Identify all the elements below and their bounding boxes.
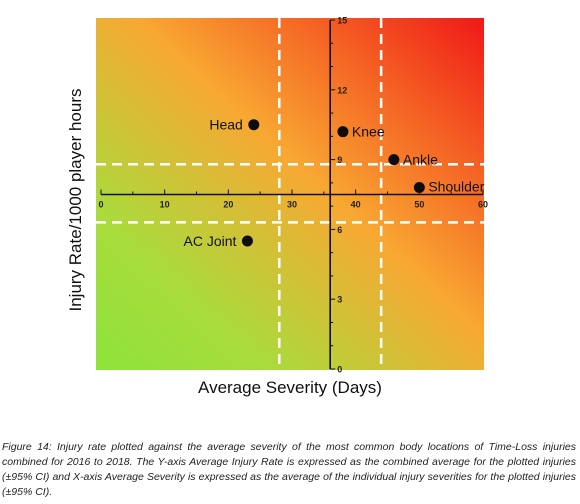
point-ac-joint [241,235,253,247]
point-labels: Head Knee Ankle Shoulder AC Joint [184,117,485,249]
x-axis-title: Average Severity (Days) [198,378,382,397]
y-tick-label: 12 [337,85,347,95]
point-label-ankle: Ankle [403,152,438,168]
figure-caption: Figure 14: Injury rate plotted against t… [2,441,576,498]
y-tick-label: 3 [337,295,342,305]
y-tick-label: 6 [337,225,342,235]
x-tick-label: 60 [478,200,488,210]
x-tick-label: 20 [223,200,233,210]
point-label-knee: Knee [352,124,385,140]
chart: 0 10 20 30 40 50 60 0 3 6 9 12 15 Head Knee Ankle Shoul… [66,16,488,398]
y-tick-label: 9 [337,155,342,165]
point-label-ac-joint: AC Joint [184,233,237,249]
point-ankle [388,154,400,166]
x-tick-label: 40 [351,200,361,210]
y-tick-label: 0 [337,365,342,375]
point-label-head: Head [209,117,242,133]
point-shoulder [413,182,425,194]
point-knee [337,126,349,138]
x-tick-label: 10 [160,200,170,210]
data-points [241,119,425,247]
x-tick-label: 50 [414,200,424,210]
y-axis-title: Injury Rate/1000 player hours [66,88,85,311]
x-tick-label: 30 [287,200,297,210]
tick-labels: 0 10 20 30 40 50 60 0 3 6 9 12 15 [98,16,488,375]
tick-marks [100,19,484,370]
point-label-shoulder: Shoulder [428,179,484,195]
y-tick-label: 15 [337,16,347,26]
x-tick-label: 0 [98,200,103,210]
point-head [248,119,260,131]
